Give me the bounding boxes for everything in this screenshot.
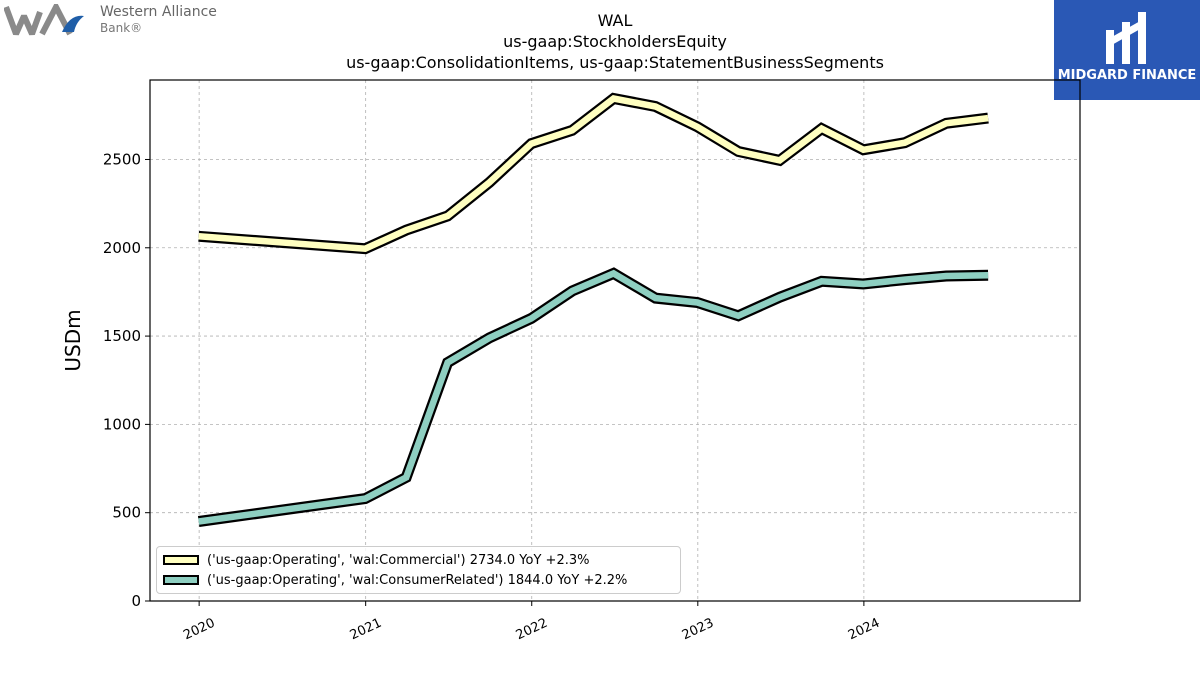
midgard-finance-logo: MIDGARD FINANCE: [1054, 0, 1200, 100]
chart-legend: ('us-gaap:Operating', 'wal:Commercial') …: [156, 546, 681, 594]
series-outline-1: [197, 267, 989, 527]
western-alliance-logo-icon: [4, 4, 84, 36]
legend-item-consumer-related: ('us-gaap:Operating', 'wal:ConsumerRelat…: [163, 571, 627, 589]
legend-swatch-commercial: [163, 555, 199, 565]
legend-item-commercial: ('us-gaap:Operating', 'wal:Commercial') …: [163, 551, 589, 569]
legend-label-commercial: ('us-gaap:Operating', 'wal:Commercial') …: [207, 552, 590, 568]
x-tick-label-2024: 2024: [846, 616, 882, 644]
series-outline-0: [198, 92, 989, 255]
y-tick-label-1500: 1500: [103, 327, 141, 345]
brand-subname: Bank®: [100, 21, 143, 35]
midgard-finance-text: MIDGARD FINANCE: [1057, 68, 1197, 83]
legend-label-consumer-related: ('us-gaap:Operating', 'wal:ConsumerRelat…: [207, 572, 628, 588]
x-tick-label-2020: 2020: [181, 616, 217, 644]
brand-name: Western Alliance: [100, 4, 217, 20]
chart-title: WAL: [597, 11, 633, 30]
x-tick-label-2022: 2022: [514, 616, 550, 644]
y-axis-label: USDm: [61, 309, 85, 371]
chart-subtitle-concept: us-gaap:StockholdersEquity: [503, 32, 727, 51]
y-tick-label-500: 500: [112, 504, 141, 522]
series-line-1: [198, 269, 989, 525]
x-tick-label-2021: 2021: [348, 616, 384, 644]
y-tick-label-2000: 2000: [103, 239, 141, 257]
plot-frame: [149, 79, 1081, 602]
midgard-finance-emblem-icon: [1106, 12, 1146, 64]
series-line-0: [198, 95, 989, 253]
y-tick-label-0: 0: [131, 592, 141, 610]
chart-subtitle-axes: us-gaap:ConsolidationItems, us-gaap:Stat…: [346, 53, 884, 72]
legend-swatch-consumer-related: [163, 575, 199, 585]
chart-titles: WAL us-gaap:StockholdersEquity us-gaap:C…: [240, 10, 990, 73]
y-tick-label-1000: 1000: [103, 415, 141, 433]
x-tick-label-2023: 2023: [680, 616, 716, 644]
western-alliance-logo: Western Alliance Bank®: [0, 0, 230, 45]
y-tick-label-2500: 2500: [103, 150, 141, 168]
